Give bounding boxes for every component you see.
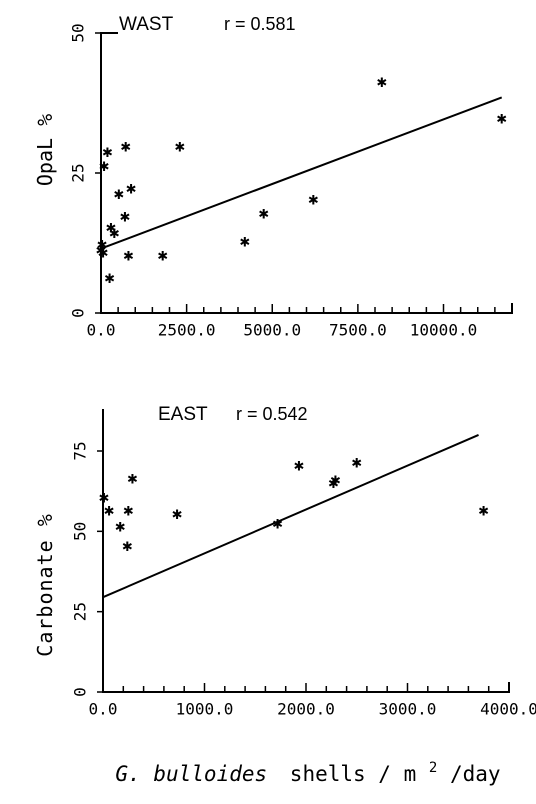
carbonate-x-tick-label: 0.0 <box>89 700 118 719</box>
opal-data-point: ✱ <box>97 238 108 253</box>
carbonate-data-point: ✱ <box>328 477 339 492</box>
carbonate-data-point: ✱ <box>122 540 133 555</box>
opal-data-point: ✱ <box>99 160 110 175</box>
carbonate-data-point: ✱ <box>115 521 126 536</box>
opal-y-ticks: 0 25 50 <box>69 23 101 318</box>
opal-data-point: ✱ <box>174 140 185 155</box>
carbonate-x-tick-label: 1000.0 <box>176 700 234 719</box>
species-name: G. bulloides <box>115 762 267 786</box>
opal-data-point: ✱ <box>157 250 168 265</box>
carbonate-data-point: ✱ <box>104 505 115 520</box>
opal-x-tick-label: 7500.0 <box>329 321 387 340</box>
opal-y-tick-label: 25 <box>69 163 88 182</box>
carbonate-x-tick-label: 2000.0 <box>277 700 335 719</box>
carbonate-data-point: ✱ <box>478 505 489 520</box>
opal-x-tick-label: 0.0 <box>87 321 116 340</box>
opal-data-point: ✱ <box>496 112 507 127</box>
carbonate-y-tick-label: 75 <box>71 441 90 460</box>
opal-data-point: ✱ <box>96 244 107 259</box>
carbonate-y-ticks: 0 25 50 75 <box>71 441 103 697</box>
carbonate-data-points: ✱✱✱✱✱✱✱✱✱✱✱✱✱ <box>99 456 490 555</box>
opal-y-axis-label: OpaL % <box>33 114 57 186</box>
carbonate-data-point: ✱ <box>127 472 138 487</box>
opal-data-point: ✱ <box>120 210 131 225</box>
x-axis-label: G. bulloides shells / m 2 /day <box>115 753 500 786</box>
carbonate-data-point: ✱ <box>123 505 134 520</box>
opal-data-point: ✱ <box>239 236 250 251</box>
unit-suffix: /day <box>450 762 501 786</box>
opal-data-point: ✱ <box>120 140 131 155</box>
carbonate-axes <box>102 409 510 693</box>
carbonate-x-tick-label: 4000.0 <box>480 700 536 719</box>
carbonate-y-axis-label: Carbonate % <box>33 513 57 656</box>
opal-data-point: ✱ <box>109 227 120 242</box>
opal-x-tick-label: 2500.0 <box>158 321 216 340</box>
carbonate-data-point: ✱ <box>330 474 341 489</box>
unit-superscript: 2 <box>429 760 437 776</box>
carbonate-data-point: ✱ <box>351 456 362 471</box>
carbonate-r-value: r = 0.542 <box>236 404 308 424</box>
opal-panel-label: WAST <box>119 14 174 35</box>
carbonate-x-ticks: 0.0 1000.0 2000.0 3000.0 4000.0 <box>89 683 536 719</box>
opal-regression-line <box>100 96 503 250</box>
carbonate-data-point: ✱ <box>172 508 183 523</box>
opal-data-points: ✱✱✱✱✱✱✱✱✱✱✱✱✱✱✱✱✱✱✱✱ <box>96 76 508 287</box>
opal-data-point: ✱ <box>104 272 115 287</box>
unit-label: shells / m <box>290 762 416 786</box>
opal-data-point: ✱ <box>376 76 387 91</box>
opal-axes <box>100 32 513 314</box>
opal-data-point: ✱ <box>123 250 134 265</box>
opal-x-tick-label: 5000.0 <box>243 321 301 340</box>
opal-data-point: ✱ <box>102 146 113 161</box>
opal-data-point: ✱ <box>308 194 319 209</box>
carbonate-regression-line <box>102 434 479 599</box>
opal-r-value: r = 0.581 <box>224 14 296 34</box>
carbonate-x-tick-label: 3000.0 <box>379 700 437 719</box>
carbonate-data-point: ✱ <box>272 517 283 532</box>
carbonate-panel-label: EAST <box>158 404 208 425</box>
opal-data-point: ✱ <box>126 182 137 197</box>
opal-data-point: ✱ <box>113 188 124 203</box>
opal-y-tick-label: 0 <box>69 308 88 318</box>
carbonate-y-tick-label: 50 <box>71 522 90 541</box>
carbonate-data-point: ✱ <box>293 460 304 475</box>
opal-y-tick-label: 50 <box>69 23 88 42</box>
opal-x-tick-label: 10000.0 <box>410 321 477 340</box>
carbonate-y-tick-label: 25 <box>71 602 90 621</box>
opal-x-ticks: 0.0 2500.0 5000.0 7500.0 10000.0 <box>87 304 513 340</box>
carbonate-y-tick-label: 0 <box>71 687 90 697</box>
opal-data-point: ✱ <box>105 222 116 237</box>
opal-data-point: ✱ <box>258 208 269 223</box>
opal-data-point: ✱ <box>98 247 109 262</box>
carbonate-data-point: ✱ <box>99 492 110 507</box>
